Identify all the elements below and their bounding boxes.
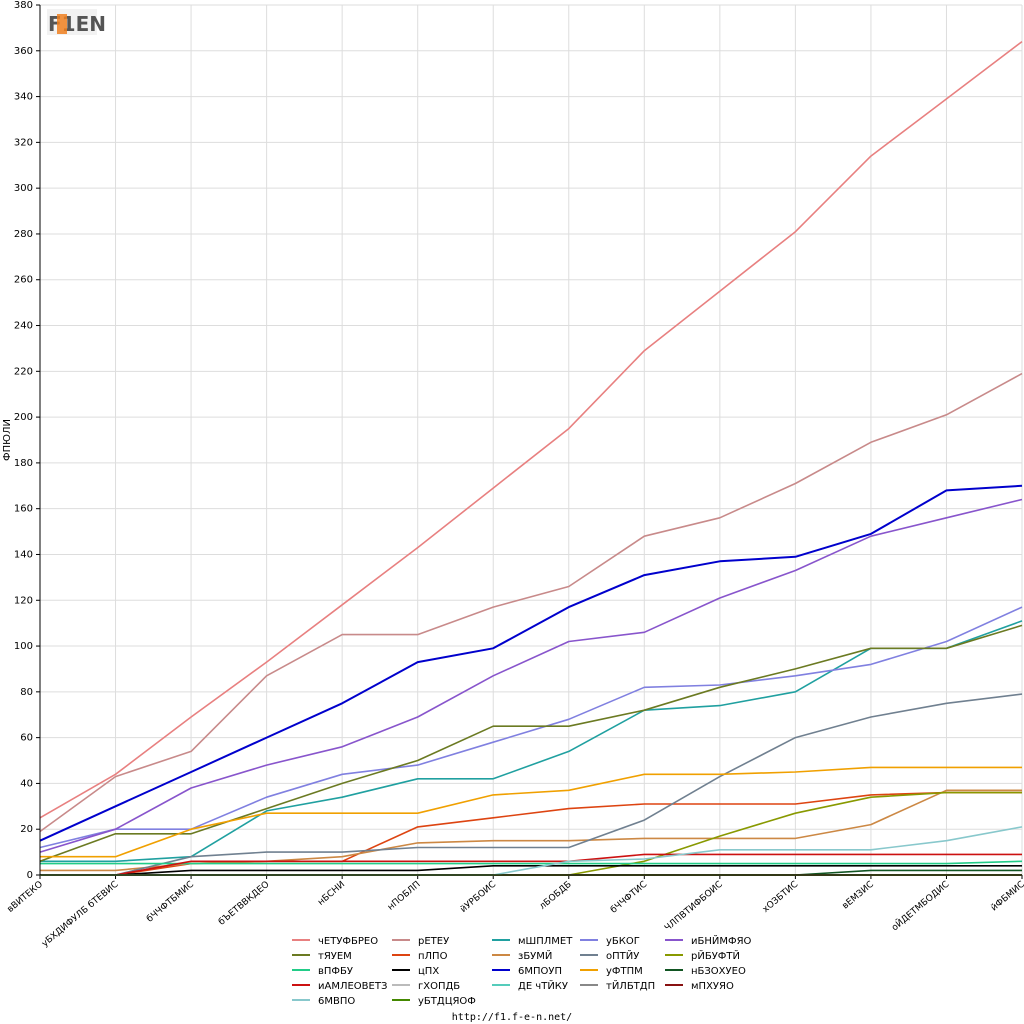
legend-label: тЯУЕМ xyxy=(318,951,352,962)
legend-label: иАМЛЕОВЕТЗ xyxy=(318,981,387,992)
legend-item: зБУМЙ xyxy=(492,949,552,962)
legend-label: уБКОГ xyxy=(606,936,640,947)
y-tick-label: 380 xyxy=(14,0,33,11)
legend-label: уФТПМ xyxy=(606,966,643,977)
grid xyxy=(39,4,1023,876)
y-tick-label: 220 xyxy=(14,366,33,377)
y-tick-label: 240 xyxy=(14,321,33,332)
legend-item: иАМЛЕОВЕТЗ xyxy=(292,981,387,992)
series-line-1 xyxy=(39,372,1023,833)
y-tick-label: 120 xyxy=(14,595,33,606)
legend-item: 6МПОУП xyxy=(492,966,562,977)
series-line-2 xyxy=(40,620,1023,863)
legend-item: мПХУЯО xyxy=(665,981,734,992)
legend-label: мПХУЯО xyxy=(691,981,734,992)
legend-item: тЙЛБТДП xyxy=(580,979,655,992)
series-line-12 xyxy=(39,484,1023,842)
y-tick-label: 100 xyxy=(14,641,33,652)
y-tick-label: 160 xyxy=(14,504,33,515)
legend-label: вПФБУ xyxy=(318,966,353,977)
legend-item: уБТДЦЯОФ xyxy=(392,996,476,1007)
legend-label: гХОПДБ xyxy=(418,981,460,992)
legend-item: 6МВПО xyxy=(292,996,355,1007)
legend-item: вПФБУ xyxy=(292,966,353,977)
legend-item: чЕТУФБРЕО xyxy=(292,936,378,947)
series-line-4 xyxy=(39,498,1023,853)
series-line-15 xyxy=(40,853,1022,876)
y-tick-label: 300 xyxy=(14,183,33,194)
legend-label: чЕТУФБРЕО xyxy=(318,936,378,947)
legend-label: нБЗОХУЕО xyxy=(691,966,746,977)
legend-item: тЯУЕМ xyxy=(292,951,352,962)
legend-item: уБКОГ xyxy=(580,936,640,947)
y-tick-label: 80 xyxy=(20,687,33,698)
y-tick-label: 340 xyxy=(14,92,33,103)
series-line-8 xyxy=(40,693,1023,876)
y-axis: 0 20 40 60 80 100 120 140 160 180 200 220 240 260 280 3… xyxy=(14,0,40,881)
legend-item: мШПЛМЕТ xyxy=(492,936,573,947)
y-tick-label: 0 xyxy=(27,870,33,881)
legend-label: мШПЛМЕТ xyxy=(518,936,573,947)
legend-label: рЙБУФТЙ xyxy=(691,949,740,962)
legend-label: цПХ xyxy=(418,966,439,977)
series-line-11 xyxy=(40,864,1022,876)
series-line-5 xyxy=(39,624,1023,863)
series-line-10 xyxy=(40,860,1023,865)
f1en-logo: F1EN xyxy=(47,9,106,36)
axes xyxy=(39,5,1022,876)
series-line-13 xyxy=(40,766,1022,858)
legend-label: рЕТЕУ xyxy=(418,936,449,947)
y-tick-label: 180 xyxy=(14,458,33,469)
footer-url[interactable]: http://f1.f-e-n.net/ xyxy=(452,1012,572,1023)
legend-item: рЕТЕУ xyxy=(392,936,449,947)
legend-item: нБЗОХУЕО xyxy=(665,966,746,977)
legend-label: оПТЙУ xyxy=(606,949,639,962)
y-tick-label: 320 xyxy=(14,137,33,148)
y-tick-label: 20 xyxy=(20,824,33,835)
legend-label: тЙЛБТДП xyxy=(606,979,655,992)
legend-item: пЛПО xyxy=(392,951,448,962)
y-axis-label: ФПЮЛИ xyxy=(2,419,13,461)
legend-label: иБНЙМФЯО xyxy=(691,934,752,947)
logo-text: F1EN xyxy=(48,12,106,36)
legend-label: зБУМЙ xyxy=(518,949,552,962)
y-tick-label: 60 xyxy=(20,733,33,744)
y-tick-label: 40 xyxy=(20,778,33,789)
y-tick-label: 360 xyxy=(14,46,33,57)
legend: чЕТУФБРЕО рЕТЕУ мШПЛМЕТ уБКОГ иБНЙМФЯО тЯУЕМ п… xyxy=(292,934,752,1007)
legend-item: рЙБУФТЙ xyxy=(665,949,740,962)
y-tick-label: 260 xyxy=(14,275,33,286)
legend-item: гХОПДБ xyxy=(392,981,460,992)
series-line-3 xyxy=(39,606,1023,849)
legend-item: оПТЙУ xyxy=(580,949,639,962)
legend-item: уФТПМ xyxy=(580,966,643,977)
y-tick-label: 280 xyxy=(14,229,33,240)
y-tick-label: 200 xyxy=(14,412,33,423)
legend-label: пЛПО xyxy=(418,951,448,962)
legend-label: 6МВПО xyxy=(318,996,355,1007)
y-tick-label: 140 xyxy=(14,549,33,560)
series-line-0 xyxy=(39,40,1023,819)
legend-item: ДЕ чТЙКУ xyxy=(492,979,568,992)
legend-label: уБТДЦЯОФ xyxy=(418,996,476,1007)
legend-item: иБНЙМФЯО xyxy=(665,934,752,947)
legend-item: цПХ xyxy=(392,966,439,977)
legend-label: 6МПОУП xyxy=(518,966,562,977)
legend-label: ДЕ чТЙКУ xyxy=(518,979,568,992)
